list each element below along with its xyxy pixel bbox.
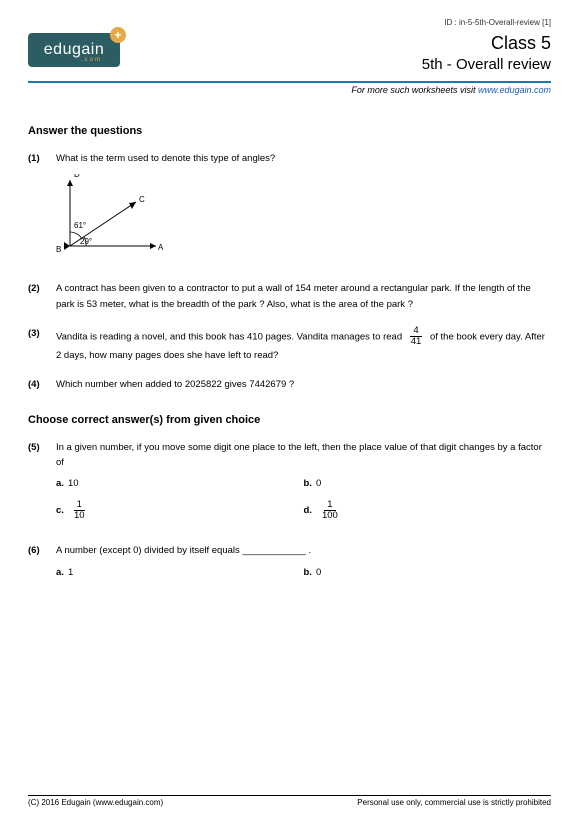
footer-disclaimer: Personal use only, commercial use is str… <box>357 798 551 807</box>
label-C: C <box>139 195 145 204</box>
q6-a-value: 1 <box>68 565 73 580</box>
angle-diagram: D C A B 61° 29° <box>56 174 551 259</box>
question-2: (2) A contract has been given to a contr… <box>28 281 551 311</box>
q5-c-fraction: 1 10 <box>71 500 88 522</box>
q5-c-den: 10 <box>71 511 88 521</box>
q5-text: In a given number, if you move some digi… <box>56 442 542 468</box>
q6-text: A number (except 0) divided by itself eq… <box>56 545 311 556</box>
q1-text: What is the term used to denote this typ… <box>56 153 275 164</box>
more-worksheets-line: For more such worksheets visit www.eduga… <box>28 85 551 95</box>
question-6: (6) A number (except 0) divided by itsel… <box>28 543 551 587</box>
q4-number: (4) <box>28 377 56 392</box>
q5-choice-c[interactable]: c. 1 10 <box>56 500 304 522</box>
q6-body: A number (except 0) divided by itself eq… <box>56 543 551 587</box>
section-choose-correct: Choose correct answer(s) from given choi… <box>28 414 551 426</box>
plus-icon: + <box>110 27 126 43</box>
more-text: For more such worksheets visit <box>351 85 478 95</box>
q5-choice-b[interactable]: b. 0 <box>304 476 552 491</box>
worksheet-subtitle: 5th - Overall review <box>422 56 551 73</box>
title-block: Class 5 5th - Overall review <box>422 33 551 77</box>
q4-text: Which number when added to 2025822 gives… <box>56 377 551 392</box>
label-D: D <box>74 174 80 179</box>
q3-fraction: 4 41 <box>408 326 425 348</box>
q3-text-a: Vandita is reading a novel, and this boo… <box>56 331 405 342</box>
q6-choice-b[interactable]: b. 0 <box>304 565 552 580</box>
question-3: (3) Vandita is reading a novel, and this… <box>28 326 551 363</box>
logo-subtext: .com <box>81 57 102 63</box>
q5-b-label: b. <box>304 476 312 491</box>
header: edugain .com + Class 5 5th - Overall rev… <box>28 33 551 77</box>
class-title: Class 5 <box>422 33 551 54</box>
q5-c-label: c. <box>56 503 64 518</box>
id-line: ID : in-5-5th-Overall-review [1] <box>28 18 551 27</box>
divider <box>28 81 551 83</box>
label-ang1: 61° <box>74 221 86 230</box>
question-5: (5) In a given number, if you move some … <box>28 440 551 529</box>
label-B: B <box>56 245 61 254</box>
question-1: (1) What is the term used to denote this… <box>28 151 551 267</box>
q6-b-label: b. <box>304 565 312 580</box>
q5-b-value: 0 <box>316 476 321 491</box>
q6-b-value: 0 <box>316 565 321 580</box>
q5-a-value: 10 <box>68 476 79 491</box>
q2-number: (2) <box>28 281 56 311</box>
footer-copyright: (C) 2016 Edugain (www.edugain.com) <box>28 798 163 807</box>
question-4: (4) Which number when added to 2025822 g… <box>28 377 551 392</box>
q3-number: (3) <box>28 326 56 363</box>
label-A: A <box>158 243 164 252</box>
q5-a-label: a. <box>56 476 64 491</box>
q2-text: A contract has been given to a contracto… <box>56 281 551 311</box>
q1-body: What is the term used to denote this typ… <box>56 151 551 267</box>
edugain-link[interactable]: www.edugain.com <box>478 85 551 95</box>
footer: (C) 2016 Edugain (www.edugain.com) Perso… <box>28 795 551 807</box>
q3-body: Vandita is reading a novel, and this boo… <box>56 326 551 363</box>
q5-choice-d[interactable]: d. 1 100 <box>304 500 552 522</box>
q6-number: (6) <box>28 543 56 587</box>
q1-number: (1) <box>28 151 56 267</box>
q3-frac-den: 41 <box>408 337 425 347</box>
q5-body: In a given number, if you move some digi… <box>56 440 551 529</box>
q5-number: (5) <box>28 440 56 529</box>
q5-d-den: 100 <box>319 511 341 521</box>
q6-choice-a[interactable]: a. 1 <box>56 565 304 580</box>
q5-choices: a. 10 b. 0 c. 1 10 d. 1 100 <box>56 476 551 529</box>
label-ang2: 29° <box>80 237 92 246</box>
q5-choice-a[interactable]: a. 10 <box>56 476 304 491</box>
q6-choices: a. 1 b. 0 <box>56 565 551 588</box>
logo: edugain .com + <box>28 33 120 67</box>
section-answer-questions: Answer the questions <box>28 125 551 137</box>
q5-d-fraction: 1 100 <box>319 500 341 522</box>
q6-a-label: a. <box>56 565 64 580</box>
q5-d-label: d. <box>304 503 312 518</box>
